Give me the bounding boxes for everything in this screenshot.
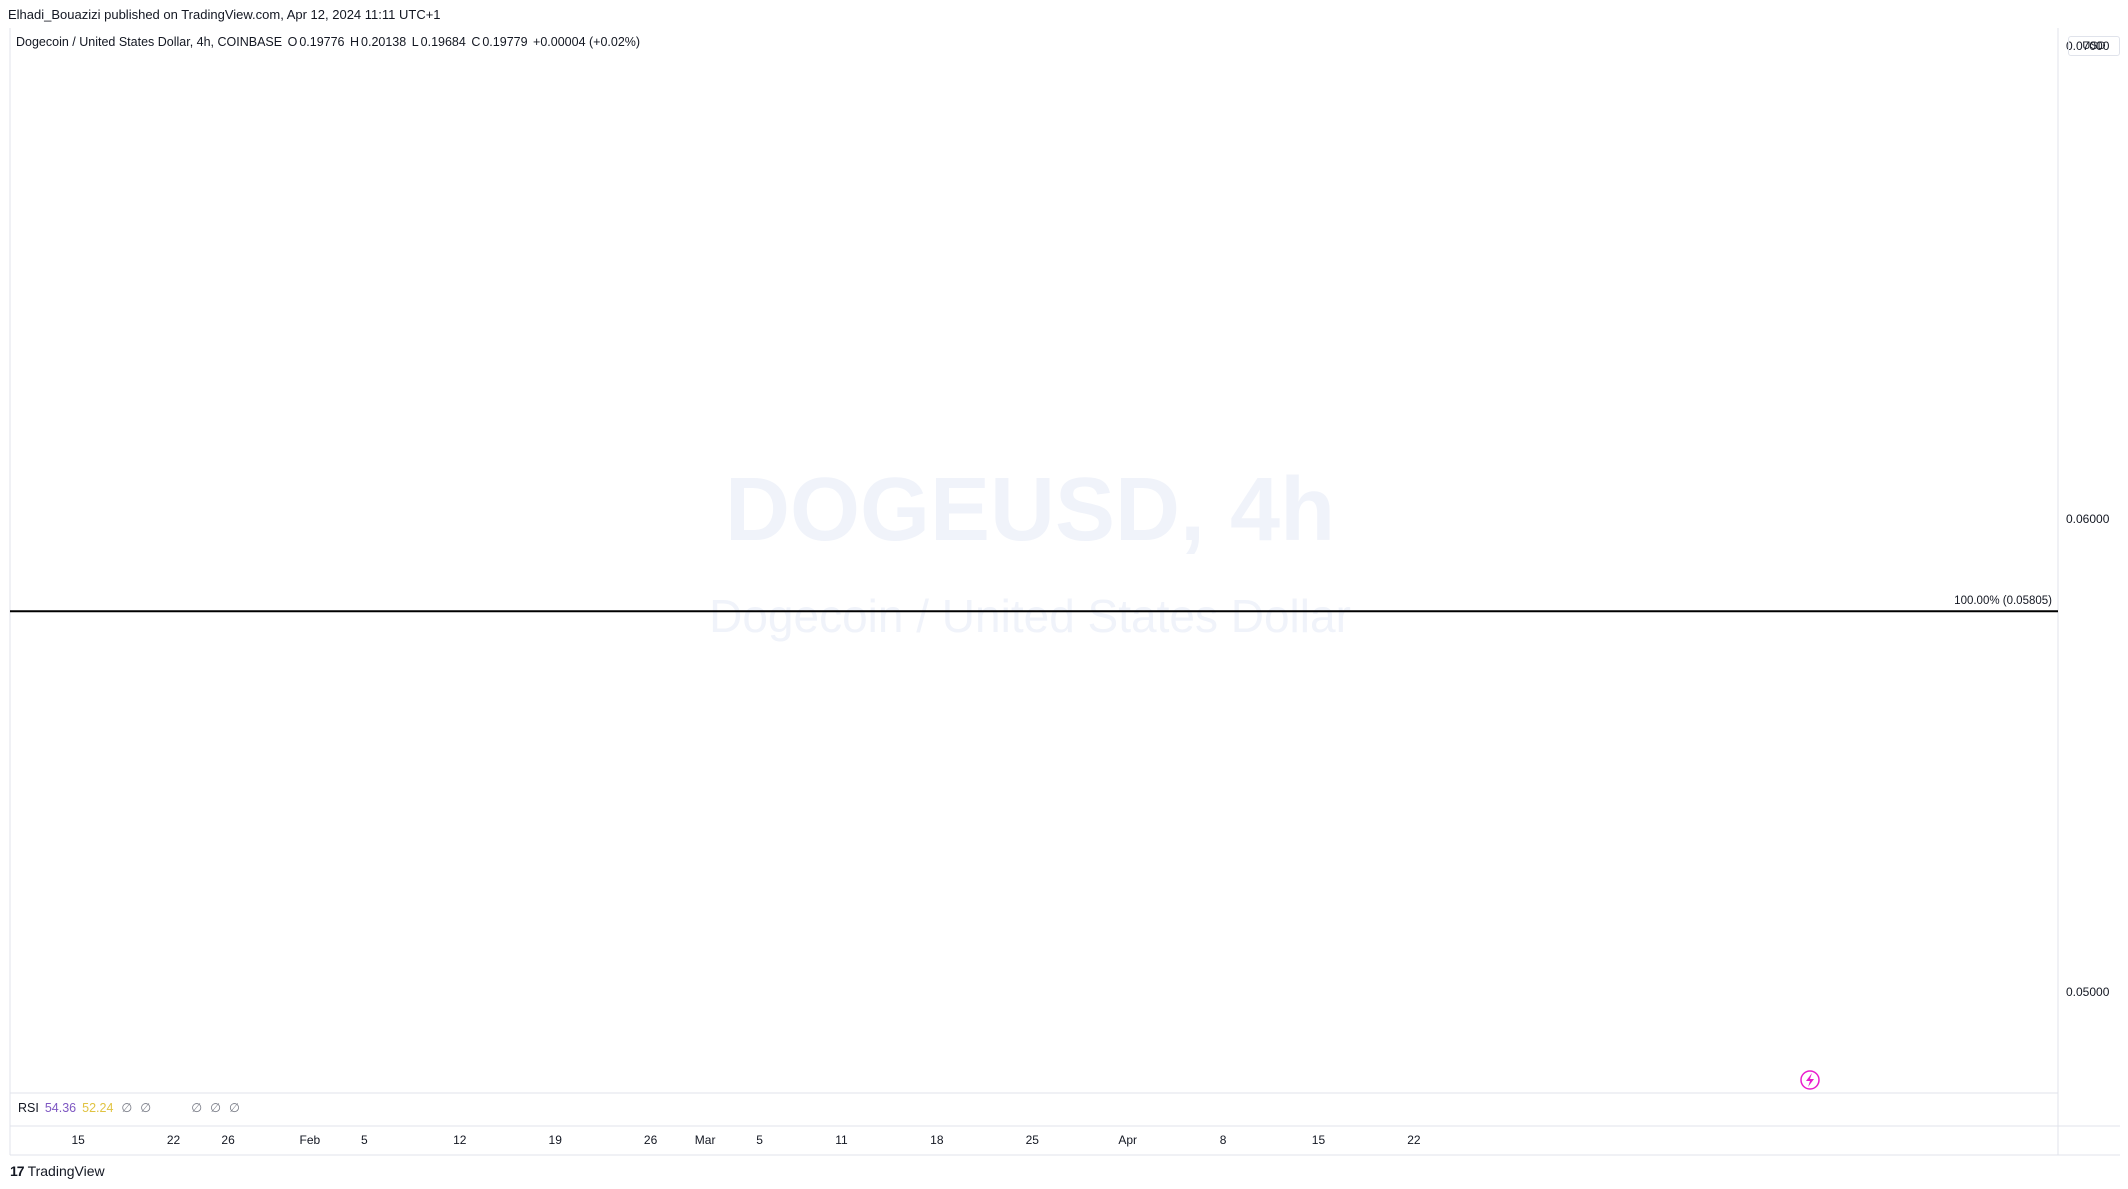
x-tick-label: 15 — [1312, 1133, 1326, 1147]
y-tick-label: 0.06000 — [2066, 512, 2110, 526]
rsi-placeholder: ∅ — [140, 1101, 152, 1115]
change-value: +0.00004 (+0.02%) — [533, 35, 641, 49]
low-label: L — [411, 35, 419, 49]
x-tick-label: 22 — [167, 1133, 181, 1147]
rsi-label: RSI — [18, 1101, 39, 1115]
low-value: 0.19684 — [420, 35, 466, 49]
watermark-symbol: DOGEUSD, 4h — [725, 460, 1335, 560]
x-tick-label: Feb — [300, 1133, 321, 1147]
open-value: 0.19776 — [299, 35, 345, 49]
rsi-value-1: 54.36 — [44, 1101, 77, 1115]
x-tick-label: 11 — [835, 1133, 848, 1147]
lightning-bolt-icon — [1806, 1073, 1814, 1087]
x-tick-label: 5 — [756, 1133, 763, 1147]
x-tick-label: 26 — [644, 1133, 658, 1147]
close-label: C — [471, 35, 481, 49]
rsi-placeholder: ∅ — [228, 1101, 240, 1115]
x-tick-label: 26 — [221, 1133, 235, 1147]
x-tick-label: 12 — [453, 1133, 467, 1147]
close-value: 0.19779 — [482, 35, 528, 49]
publisher-line: Elhadi_Bouazizi published on TradingView… — [8, 7, 441, 22]
x-tick-label: 8 — [1220, 1133, 1227, 1147]
x-tick-label: 19 — [549, 1133, 563, 1147]
y-tick-label: 0.05000 — [2066, 985, 2110, 999]
lightning-icon — [1800, 1070, 1820, 1090]
rsi-value-2: 52.24 — [82, 1101, 114, 1115]
rsi-legend: RSI 54.36 52.24 ∅ ∅ ∅ ∅ ∅ — [18, 1100, 240, 1115]
y-tick-label: 0.07000 — [2066, 39, 2110, 53]
symbol-name: Dogecoin / United States Dollar, 4h, COI… — [16, 35, 283, 49]
x-tick-label: 5 — [361, 1133, 368, 1147]
x-tick-label: 25 — [1026, 1133, 1040, 1147]
symbol-line: Dogecoin / United States Dollar, 4h, COI… — [16, 35, 642, 49]
rsi-placeholder: ∅ — [121, 1101, 133, 1115]
x-tick-label: Apr — [1118, 1133, 1137, 1147]
tradingview-logo-icon: 17 — [10, 1163, 25, 1179]
x-tick-label: 15 — [71, 1133, 85, 1147]
open-label: O — [287, 35, 298, 49]
tradingview-brand[interactable]: 17 TradingView — [10, 1163, 105, 1179]
watermark-name: Dogecoin / United States Dollar — [709, 590, 1351, 642]
x-tick-label: Mar — [695, 1133, 716, 1147]
high-label: H — [350, 35, 360, 49]
high-value: 0.20138 — [361, 35, 407, 49]
rsi-placeholder: ∅ — [210, 1101, 221, 1115]
fib-level-label: 100.00% (0.05805) — [1954, 595, 2052, 607]
x-tick-label: 18 — [930, 1133, 944, 1147]
x-tick-label: 22 — [1407, 1133, 1421, 1147]
rsi-placeholder: ∅ — [191, 1101, 203, 1115]
currency-button[interactable]: USD — [2068, 36, 2120, 56]
brand-name: TradingView — [27, 1163, 105, 1179]
